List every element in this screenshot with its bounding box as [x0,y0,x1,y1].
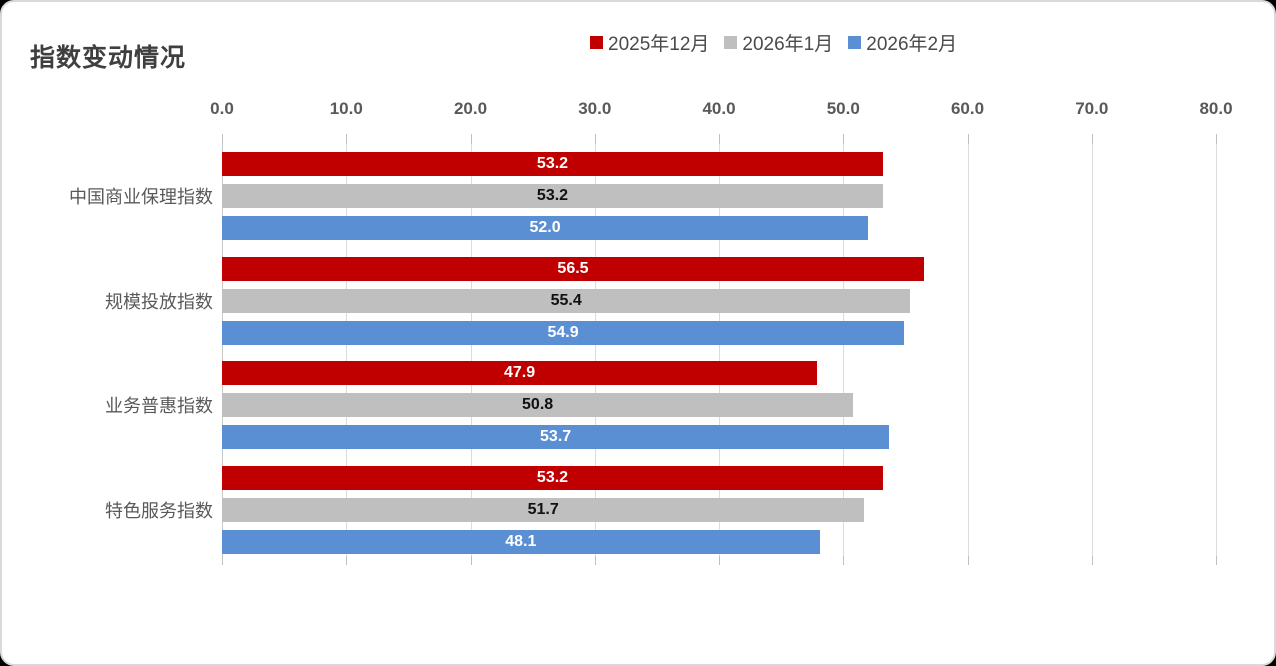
bar-value-label: 50.8 [522,396,554,414]
gridline [346,144,348,556]
bar-stack: 53.2 53.2 52.0 [222,152,1216,240]
bar-2025年12月: 53.2 [222,152,883,176]
bar-2026年1月: 53.2 [222,184,883,208]
x-axis-tick-mark [470,556,472,565]
bar-2026年2月: 54.9 [222,320,905,345]
x-axis-tick-labels: 0.0 10.0 20.0 30.0 40.0 50.0 60.0 70.0 80.0 [210,99,1232,121]
bar-value-label: 56.5 [557,259,589,277]
legend-label: 2026年2月 [866,34,958,55]
x-axis-tick-label: 40.0 [702,99,736,118]
gridline [594,144,596,556]
gridline [1216,144,1217,556]
x-axis-tick-mark [843,134,845,144]
x-axis-tick-label: 10.0 [329,99,363,118]
x-axis-tick-mark [594,134,596,144]
legend-label: 2026年1月 [742,34,834,55]
bar-value-label: 53.2 [536,468,569,486]
bar-value-label: 53.7 [540,428,572,446]
category-label: 特色服务指数 [105,500,213,521]
legend-marker-gray-icon [724,36,738,49]
bar-value-label: 51.7 [527,500,559,518]
x-axis-tick-label: 60.0 [950,99,985,118]
x-axis-tick-mark [1216,134,1217,144]
x-axis-tick-mark [346,134,348,144]
x-axis-tick-mark [719,134,720,144]
legend-item-series-1: 2025年12月 [590,29,709,56]
bar-2025年12月: 53.2 [222,465,883,490]
x-axis-tick-label: 30.0 [578,99,612,118]
x-axis-tick-label: 0.0 [210,99,234,118]
x-axis-ticks-bottom [222,556,1217,565]
bar-2025年12月: 56.5 [222,256,924,281]
bar-2026年1月: 51.7 [222,497,865,522]
x-axis-tick-label: 50.0 [826,99,860,118]
bar-value-label: 55.4 [550,291,582,309]
bar-2025年12月: 47.9 [222,361,818,386]
x-axis-tick-label: 70.0 [1075,99,1109,118]
category-label: 规模投放指数 [105,291,213,312]
legend-marker-red-icon [590,36,603,49]
bar-group: 特色服务指数 53.2 51.7 48.1 [2,465,1216,554]
x-axis-tick-mark [1091,134,1093,144]
bar-stack: 47.9 50.8 53.7 [222,361,1216,450]
x-axis-tick-mark [222,556,223,565]
plot-area [222,144,1217,556]
x-axis-tick-mark [967,556,969,565]
bar-groups: 中国商业保理指数 53.2 53.2 52.0 规模投放指数 56.5 55.4 54.9 业务… [2,144,1216,556]
gridline [1091,144,1093,556]
x-axis-tick-mark [346,556,348,565]
bar-2026年2月: 52.0 [222,216,869,240]
x-axis-tick-mark [967,134,969,144]
bar-value-label: 53.2 [536,187,569,204]
x-axis-tick-mark [470,134,472,144]
x-axis-tick-label: 20.0 [453,99,488,118]
category-label: 业务普惠指数 [105,396,213,417]
bar-stack: 53.2 51.7 48.1 [222,465,1216,554]
y-axis-line [222,144,223,556]
x-axis-tick-label: 80.0 [1199,99,1233,118]
gridline [470,144,472,556]
legend-marker-blue-icon [848,36,862,49]
x-axis-tick-mark [1216,556,1217,565]
chart-legend: 2025年12月 2026年1月 2026年2月 [590,29,957,56]
bar-value-label: 53.2 [536,155,569,172]
bar-2026年2月: 48.1 [222,529,820,554]
legend-label: 2025年12月 [608,34,710,55]
bar-2026年2月: 53.7 [222,425,890,450]
category-label: 中国商业保理指数 [69,187,213,207]
bar-value-label: 54.9 [547,323,579,341]
x-axis-ticks-top [222,134,1217,144]
bar-value-label: 47.9 [504,364,536,382]
bar-2026年1月: 55.4 [222,288,911,313]
bar-value-label: 48.1 [505,532,537,550]
legend-item-series-3: 2026年2月 [848,29,957,56]
x-axis-tick-mark [222,134,223,144]
legend-item-series-2: 2026年1月 [724,29,833,56]
x-axis-tick-mark [719,556,720,565]
x-axis-tick-mark [594,556,596,565]
bar-value-label: 52.0 [529,219,561,236]
x-axis-tick-mark [1091,556,1093,565]
gridline [967,144,969,556]
bar-2026年1月: 50.8 [222,393,854,418]
gridline [843,144,845,556]
gridline [719,144,720,556]
bar-group: 规模投放指数 56.5 55.4 54.9 [2,256,1216,345]
bar-stack: 56.5 55.4 54.9 [222,256,1216,345]
x-axis-tick-mark [843,556,845,565]
chart-title: 指数变动情况 [30,44,187,72]
bar-group: 业务普惠指数 47.9 50.8 53.7 [2,361,1216,450]
bar-group: 中国商业保理指数 53.2 53.2 52.0 [2,152,1216,240]
